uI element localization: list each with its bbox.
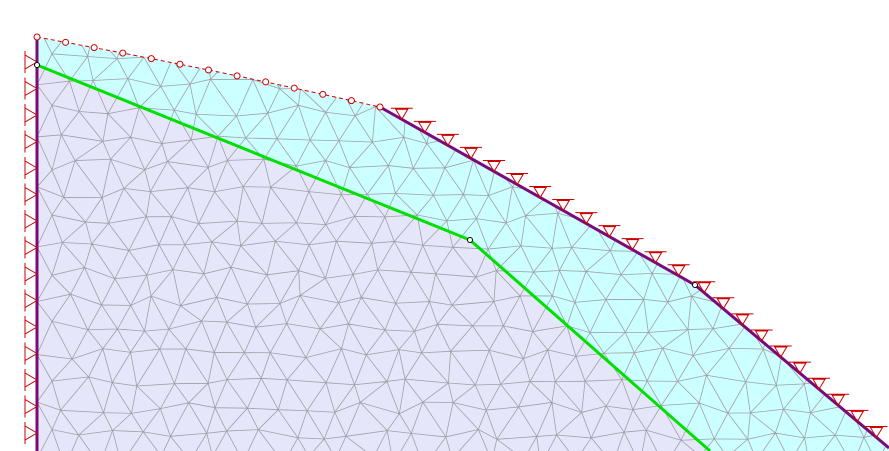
roller-support-icon — [483, 159, 506, 173]
node-marker-icon — [376, 103, 384, 111]
node-marker-icon — [147, 55, 155, 63]
roller-support-icon — [644, 251, 667, 264]
fixed-support-icon — [24, 342, 38, 365]
node-marker-icon — [347, 97, 355, 105]
roller-support-icon — [827, 393, 850, 407]
roller-support-icon — [769, 345, 792, 359]
fixed-support-icon — [24, 210, 38, 232]
fixed-support-icon — [24, 395, 38, 418]
lower-material-zone — [37, 65, 710, 451]
fixed-support-icon — [24, 183, 38, 206]
roller-support-icon — [575, 212, 598, 225]
upper-material-zone — [37, 37, 889, 451]
node-marker-icon — [233, 72, 241, 80]
roller-support-icon — [390, 107, 413, 121]
node-marker-icon — [176, 60, 184, 68]
roller-support-icon — [846, 409, 869, 423]
node-marker-icon — [290, 84, 298, 92]
fixed-support-icon — [24, 422, 38, 444]
roller-support-icon — [598, 225, 621, 238]
fixed-support-icon — [24, 104, 38, 126]
fixed-support-icon — [24, 263, 38, 285]
support-symbols — [24, 51, 888, 444]
fixed-support-icon — [24, 236, 38, 259]
roller-support-icon — [413, 120, 436, 134]
node-marker-icon — [319, 90, 327, 98]
node-marker-icon — [467, 237, 473, 243]
fixed-support-icon — [24, 289, 38, 312]
roller-support-icon — [529, 186, 552, 199]
fixed-support-icon — [24, 316, 38, 338]
fixed-support-icon — [24, 369, 38, 391]
node-marker-icon — [90, 44, 98, 52]
roller-support-icon — [788, 361, 811, 375]
node-marker-icon — [119, 49, 127, 57]
roller-support-icon — [667, 264, 690, 277]
node-marker-icon — [33, 33, 41, 41]
roller-support-icon — [459, 146, 482, 160]
roller-support-icon — [552, 199, 575, 212]
roller-support-icon — [621, 238, 644, 251]
node-marker-icon — [692, 282, 698, 288]
roller-support-icon — [693, 281, 716, 294]
node-marker-icon — [262, 78, 270, 86]
roller-support-icon — [808, 377, 831, 391]
roller-support-icon — [436, 133, 459, 147]
roller-support-icon — [865, 425, 888, 439]
node-markers — [33, 33, 698, 288]
node-marker-icon — [205, 66, 212, 74]
roller-support-icon — [506, 172, 529, 186]
fixed-support-icon — [24, 157, 38, 179]
node-marker-icon — [62, 38, 70, 46]
fixed-support-icon — [24, 51, 38, 73]
roller-support-icon — [750, 329, 773, 342]
node-marker-icon — [34, 62, 40, 68]
roller-support-icon — [731, 313, 754, 326]
fixed-support-icon — [24, 130, 38, 153]
fixed-support-icon — [24, 77, 38, 100]
roller-support-icon — [712, 297, 735, 310]
